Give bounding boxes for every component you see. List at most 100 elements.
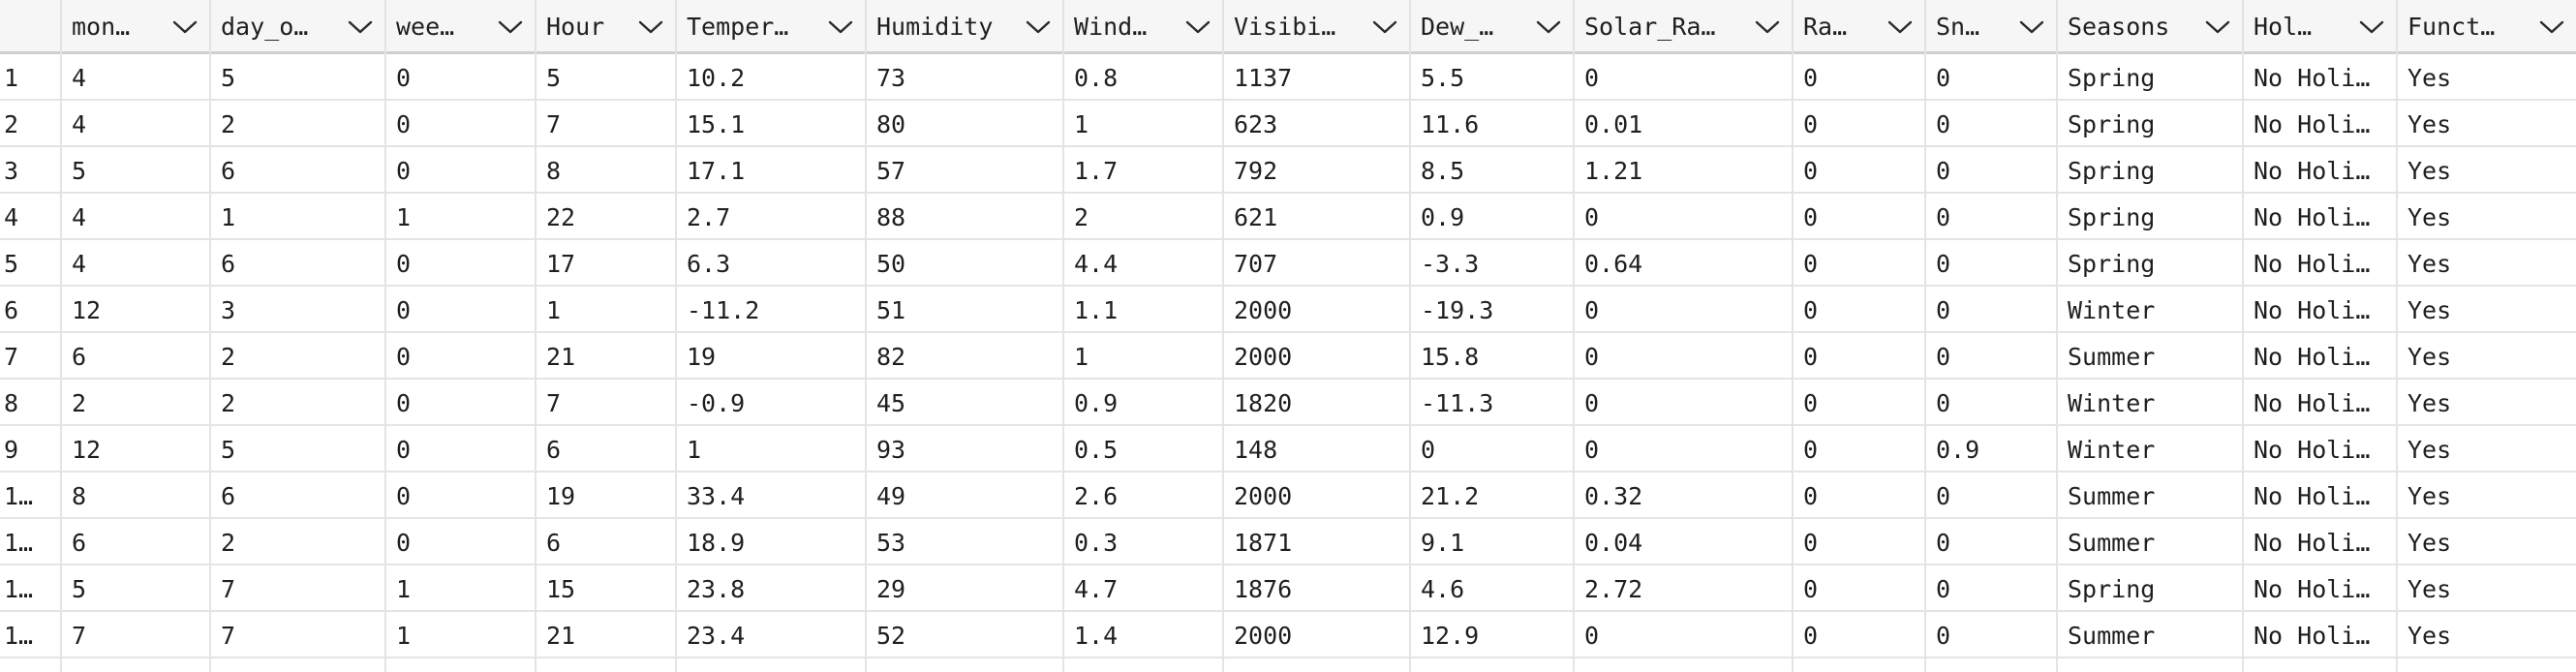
chevron-down-icon[interactable] bbox=[1026, 19, 1051, 35]
table-cell[interactable]: 4.6 bbox=[1409, 565, 1573, 612]
table-cell[interactable]: 88 bbox=[865, 194, 1062, 240]
column-header[interactable]: Solar_Ra… bbox=[1573, 0, 1792, 54]
table-cell[interactable]: 11.6 bbox=[1409, 101, 1573, 147]
chevron-down-icon[interactable] bbox=[172, 19, 198, 35]
column-header[interactable]: Wind… bbox=[1062, 0, 1222, 54]
table-cell[interactable]: 621 bbox=[1222, 194, 1409, 240]
table-cell[interactable]: No Holi… bbox=[2242, 147, 2396, 194]
table-cell[interactable]: 1 bbox=[384, 565, 535, 612]
table-cell[interactable]: 82 bbox=[865, 333, 1062, 380]
chevron-down-icon[interactable] bbox=[2539, 19, 2564, 35]
row-index-cell[interactable]: 1… bbox=[0, 519, 60, 565]
table-cell[interactable]: Summer bbox=[2056, 519, 2242, 565]
table-cell[interactable]: 17.1 bbox=[675, 147, 865, 194]
table-cell[interactable]: 0 bbox=[1573, 380, 1792, 426]
table-cell[interactable]: 0 bbox=[1924, 147, 2056, 194]
table-cell[interactable]: Yes bbox=[2396, 426, 2576, 473]
table-cell[interactable]: Yes bbox=[2396, 565, 2576, 612]
table-cell[interactable]: 1 bbox=[1062, 101, 1222, 147]
table-cell[interactable]: No Holi… bbox=[2242, 426, 2396, 473]
table-cell[interactable]: 148 bbox=[1222, 426, 1409, 473]
table-cell[interactable]: 0 bbox=[1409, 426, 1573, 473]
table-cell[interactable]: 15.8 bbox=[1409, 333, 1573, 380]
column-header[interactable]: Visibi… bbox=[1222, 0, 1409, 54]
table-cell[interactable]: 0 bbox=[384, 101, 535, 147]
table-cell[interactable]: -19.3 bbox=[1409, 287, 1573, 333]
table-cell[interactable]: 7 bbox=[209, 612, 384, 658]
table-cell[interactable]: -3.3 bbox=[1409, 240, 1573, 287]
table-cell[interactable]: 2000 bbox=[1222, 473, 1409, 519]
table-cell[interactable]: 12.9 bbox=[1409, 612, 1573, 658]
table-cell[interactable]: No Holi… bbox=[2242, 473, 2396, 519]
table-cell[interactable]: 0 bbox=[384, 333, 535, 380]
table-cell[interactable]: 53 bbox=[865, 519, 1062, 565]
table-cell[interactable]: 623 bbox=[1222, 101, 1409, 147]
table-cell[interactable]: 0 bbox=[1792, 194, 1924, 240]
table-cell[interactable]: No Holi… bbox=[2242, 333, 2396, 380]
column-header[interactable]: Temper… bbox=[675, 0, 865, 54]
table-cell[interactable]: 1.7 bbox=[1062, 147, 1222, 194]
table-cell[interactable]: 1 bbox=[675, 426, 865, 473]
row-index-cell[interactable]: 9 bbox=[0, 426, 60, 473]
column-header[interactable]: Dew_… bbox=[1409, 0, 1573, 54]
table-cell[interactable]: 7 bbox=[535, 101, 675, 147]
column-header[interactable]: Sn… bbox=[1924, 0, 2056, 54]
table-cell[interactable]: 2 bbox=[60, 380, 209, 426]
table-cell[interactable]: 22 bbox=[535, 194, 675, 240]
table-cell[interactable]: 0.3 bbox=[1062, 519, 1222, 565]
table-cell[interactable]: 17 bbox=[535, 240, 675, 287]
table-cell[interactable]: Yes bbox=[2396, 194, 2576, 240]
table-cell[interactable]: 6 bbox=[535, 426, 675, 473]
table-cell[interactable]: 0 bbox=[1792, 380, 1924, 426]
table-cell[interactable]: 0 bbox=[1924, 194, 2056, 240]
table-cell[interactable]: 6 bbox=[60, 519, 209, 565]
table-cell[interactable]: 8.5 bbox=[1409, 147, 1573, 194]
table-cell[interactable]: -11.3 bbox=[1409, 380, 1573, 426]
table-cell[interactable]: 33.4 bbox=[675, 473, 865, 519]
table-row[interactable]: 3 5 6 0 8 17.1 57 1.7 792 8.5 1.21 0 0 Spring No Holi…… bbox=[0, 147, 2576, 194]
table-row[interactable]: 6 12 3 0 1 -11.2 51 1.1 2000 -19.3 0 0 0 Winter No Hol… bbox=[0, 287, 2576, 333]
table-cell[interactable]: 7 bbox=[535, 380, 675, 426]
column-header[interactable]: Hour bbox=[535, 0, 675, 54]
table-cell[interactable]: 1137 bbox=[1222, 54, 1409, 101]
table-cell[interactable]: 0 bbox=[1792, 426, 1924, 473]
column-header[interactable]: Seasons bbox=[2056, 0, 2242, 54]
table-cell[interactable]: Spring bbox=[2056, 101, 2242, 147]
row-index-cell[interactable]: 2 bbox=[0, 101, 60, 147]
chevron-down-icon[interactable] bbox=[2359, 19, 2384, 35]
table-cell[interactable]: Spring bbox=[2056, 147, 2242, 194]
table-cell[interactable]: No Holi… bbox=[2242, 612, 2396, 658]
table-cell[interactable]: 0 bbox=[1573, 612, 1792, 658]
table-cell[interactable]: 6 bbox=[209, 240, 384, 287]
table-cell[interactable]: 1 bbox=[1062, 333, 1222, 380]
table-cell[interactable]: 80 bbox=[865, 101, 1062, 147]
table-row[interactable]: 1… 7 7 1 21 23.4 52 1.4 2000 12.9 0 0 0 Summer No Holi… bbox=[0, 612, 2576, 658]
table-cell[interactable]: 0 bbox=[1924, 612, 2056, 658]
table-cell[interactable]: 0 bbox=[1573, 287, 1792, 333]
table-cell[interactable]: 1871 bbox=[1222, 519, 1409, 565]
column-header[interactable]: Funct… bbox=[2396, 0, 2576, 54]
table-cell[interactable]: No Holi… bbox=[2242, 287, 2396, 333]
table-cell[interactable]: 2.7 bbox=[675, 194, 865, 240]
table-cell[interactable]: Summer bbox=[2056, 333, 2242, 380]
table-cell[interactable]: 5.5 bbox=[1409, 54, 1573, 101]
table-cell[interactable]: 10.2 bbox=[675, 54, 865, 101]
table-cell[interactable]: 0 bbox=[1792, 519, 1924, 565]
table-cell[interactable]: Winter bbox=[2056, 426, 2242, 473]
table-cell[interactable]: 19 bbox=[535, 473, 675, 519]
chevron-down-icon[interactable] bbox=[828, 19, 853, 35]
table-row[interactable]: 5 4 6 0 17 6.3 50 4.4 707 -3.3 0.64 0 0 Spring No Holi… bbox=[0, 240, 2576, 287]
table-cell[interactable]: 0 bbox=[1924, 519, 2056, 565]
table-cell[interactable]: 0.8 bbox=[1062, 54, 1222, 101]
column-header[interactable]: Ra… bbox=[1792, 0, 1924, 54]
table-cell[interactable]: 8 bbox=[60, 473, 209, 519]
table-cell[interactable]: Winter bbox=[2056, 287, 2242, 333]
table-cell[interactable]: Yes bbox=[2396, 612, 2576, 658]
table-cell[interactable]: No Holi… bbox=[2242, 519, 2396, 565]
chevron-down-icon[interactable] bbox=[1372, 19, 1397, 35]
table-cell[interactable]: Spring bbox=[2056, 240, 2242, 287]
table-cell[interactable]: Yes bbox=[2396, 333, 2576, 380]
table-cell[interactable]: 4 bbox=[60, 194, 209, 240]
table-cell[interactable]: 792 bbox=[1222, 147, 1409, 194]
table-cell[interactable]: No Holi… bbox=[2242, 101, 2396, 147]
